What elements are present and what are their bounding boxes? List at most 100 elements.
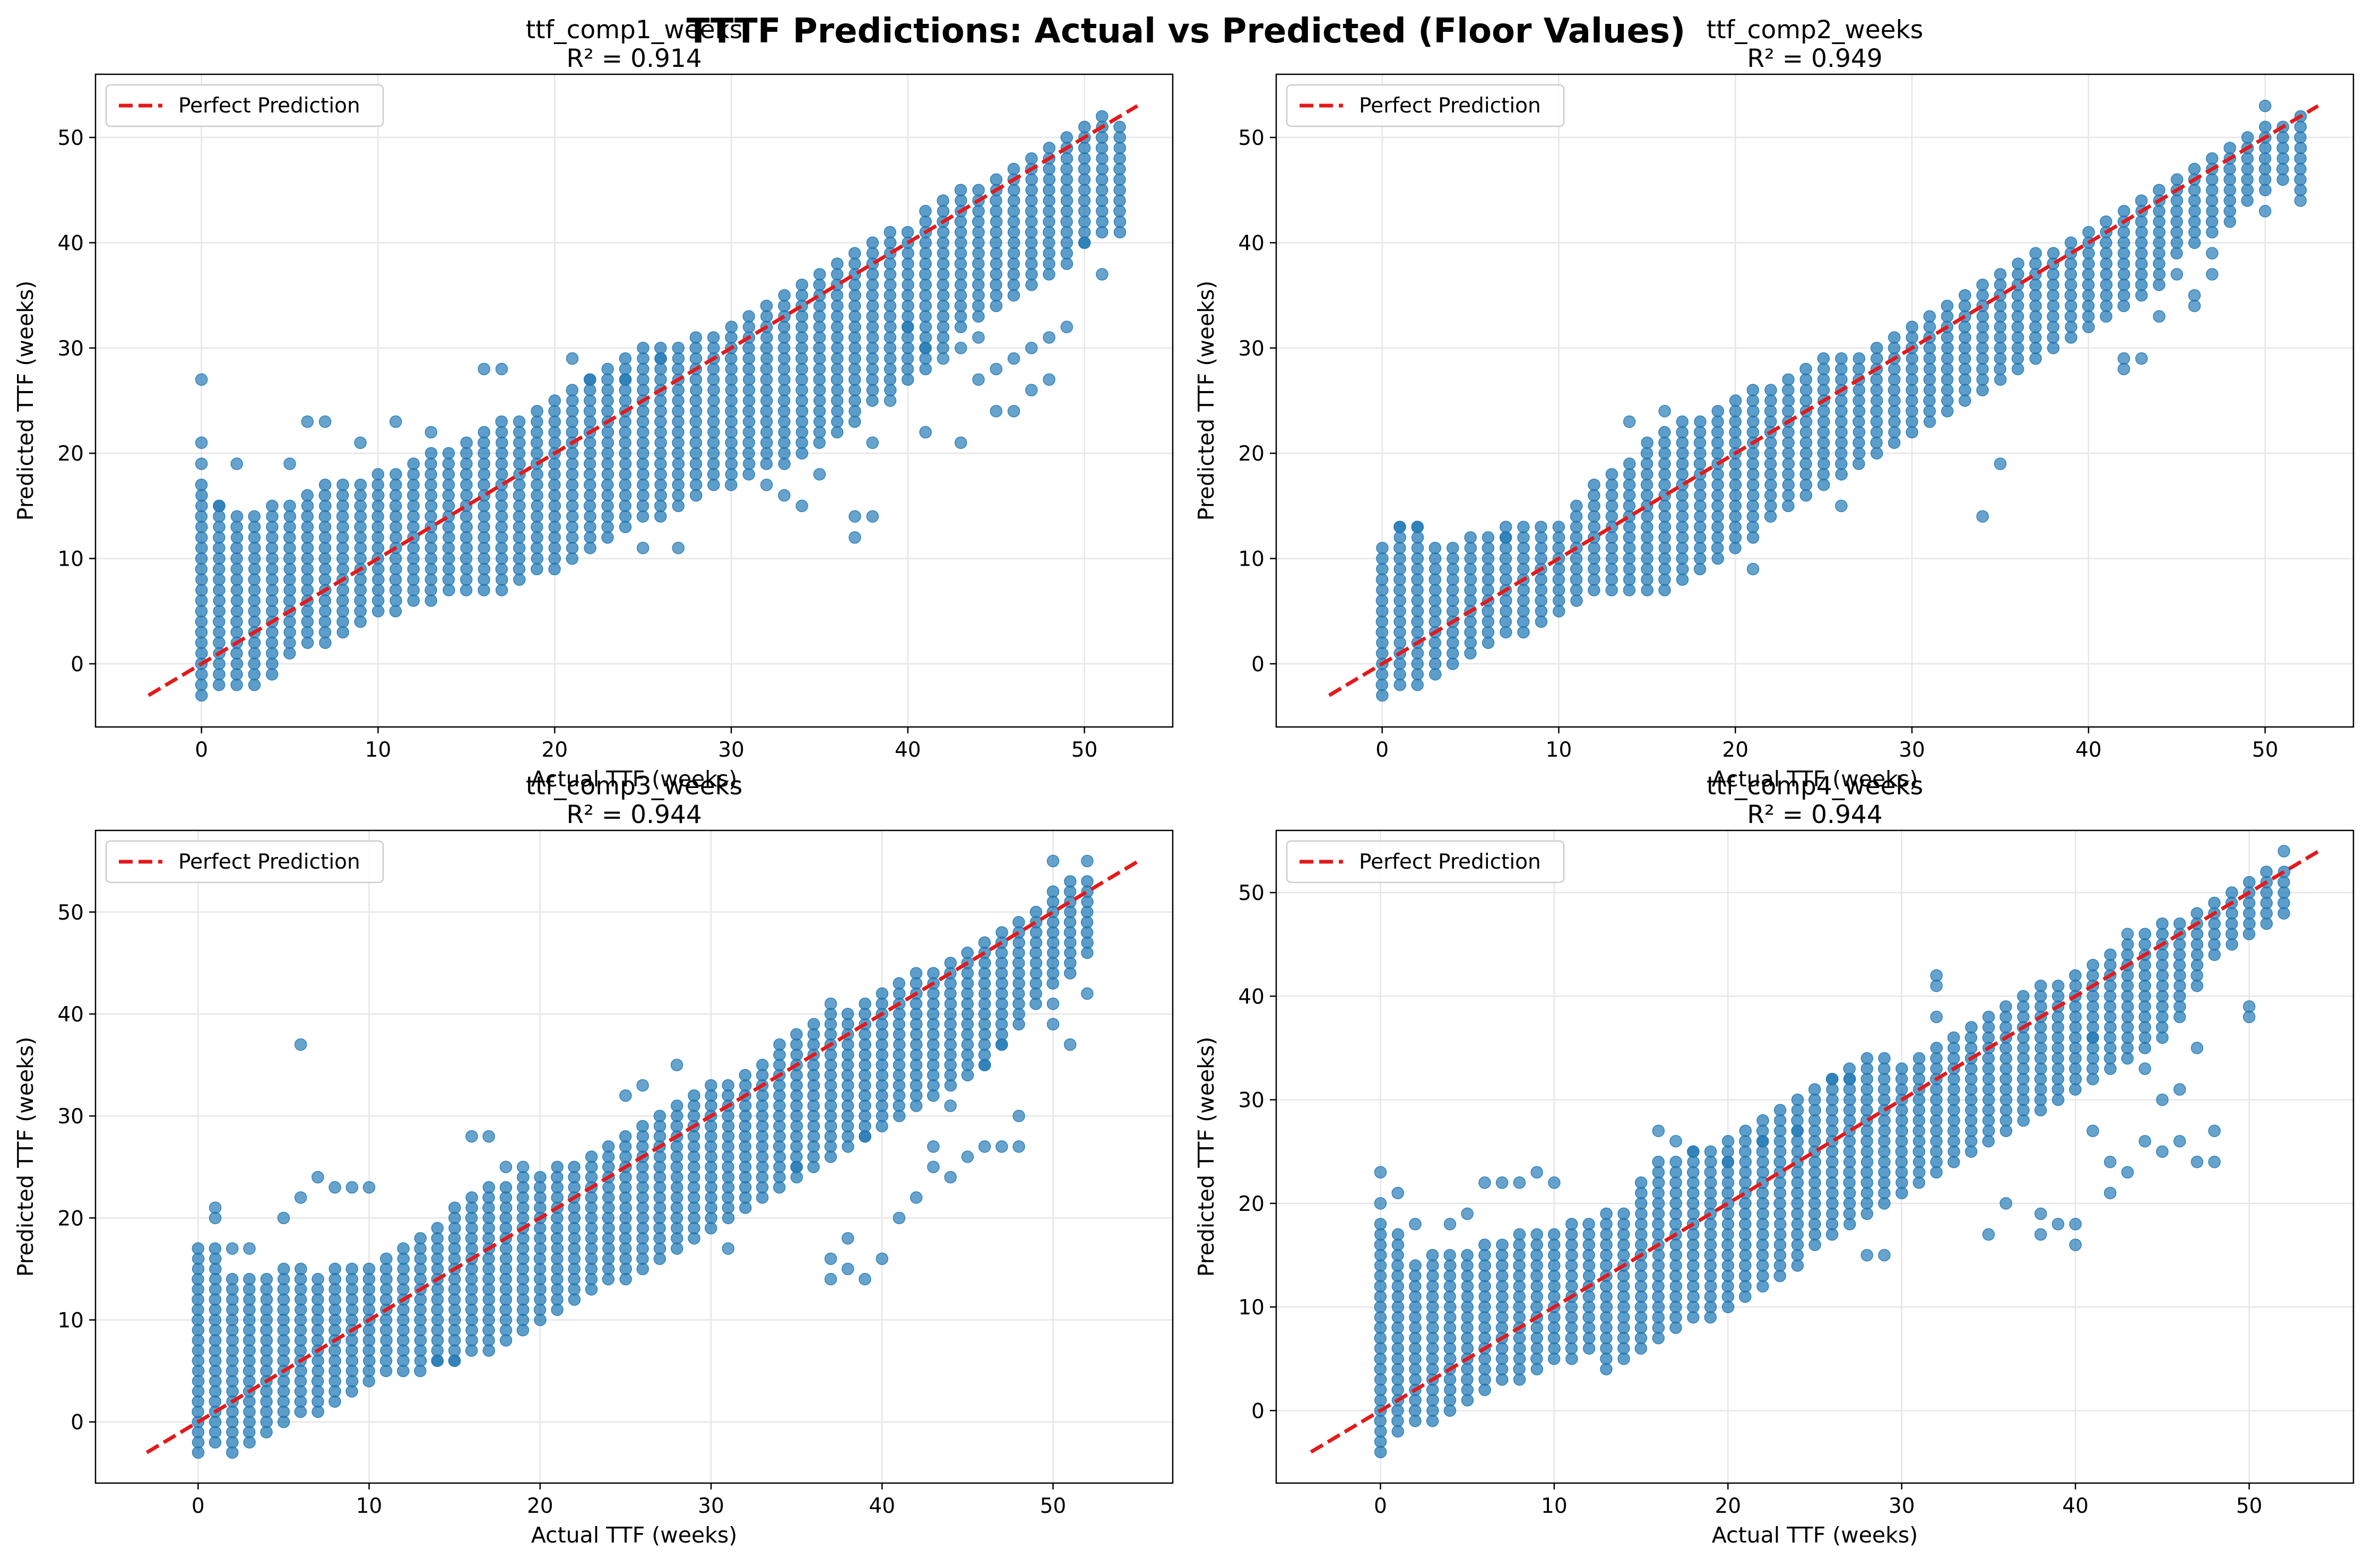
data-point: [1429, 552, 1442, 565]
data-point: [1711, 489, 1724, 502]
data-point: [795, 447, 809, 460]
data-point: [1078, 184, 1091, 196]
y-tick-label: 50: [57, 126, 84, 150]
data-point: [1888, 415, 1901, 428]
data-point: [1652, 1321, 1665, 1334]
data-point: [1623, 541, 1636, 555]
data-point: [2017, 990, 2030, 1003]
data-point: [1409, 1394, 1422, 1407]
data-point: [1446, 605, 1459, 618]
data-point: [1025, 152, 1038, 165]
data-point: [1746, 499, 1759, 513]
data-point: [601, 394, 614, 407]
data-point: [283, 647, 296, 660]
data-point: [389, 573, 402, 586]
data-point: [2139, 1042, 2151, 1054]
data-point: [707, 436, 720, 449]
data-point: [2082, 247, 2095, 260]
data-point: [248, 521, 261, 533]
subplot-title: ttf_comp1_weeks: [526, 15, 743, 45]
data-point: [1391, 1301, 1405, 1313]
data-point: [1782, 447, 1795, 460]
data-point: [1739, 1197, 1752, 1210]
data-point: [1964, 1093, 1978, 1106]
data-point: [431, 1222, 444, 1235]
data-point: [2121, 1021, 2134, 1034]
data-point: [513, 447, 526, 460]
data-point: [1817, 478, 1830, 491]
data-point: [1878, 1093, 1891, 1106]
data-point: [1923, 362, 1936, 376]
data-point: [2069, 1031, 2082, 1044]
data-point: [1704, 1311, 1717, 1324]
data-point: [460, 447, 473, 460]
data-point: [849, 279, 861, 291]
data-point: [1513, 1363, 1526, 1375]
x-tick-label: 10: [1541, 1494, 1568, 1518]
x-tick-label: 40: [895, 738, 921, 762]
data-point: [725, 447, 738, 460]
data-point: [1906, 426, 1918, 439]
data-point: [1409, 1259, 1422, 1272]
data-point: [209, 1211, 222, 1225]
data-point: [672, 426, 685, 439]
data-point: [756, 1059, 769, 1071]
data-point: [2121, 1031, 2134, 1044]
data-point: [1634, 1311, 1648, 1324]
data-point: [1773, 1124, 1787, 1137]
data-point: [1982, 1072, 1995, 1086]
data-point: [1548, 1259, 1561, 1272]
data-point: [318, 573, 332, 586]
data-point: [1652, 1301, 1665, 1313]
data-point: [1782, 394, 1795, 407]
data-point: [371, 521, 384, 533]
data-point: [813, 394, 826, 407]
data-point: [1888, 405, 1901, 418]
data-point: [530, 436, 543, 449]
data-point: [760, 310, 773, 323]
legend-box: [105, 84, 384, 127]
data-point: [1374, 1394, 1387, 1407]
data-point: [1976, 320, 1989, 333]
data-point: [372, 573, 385, 586]
data-point: [425, 447, 438, 460]
data-point: [1641, 562, 1654, 576]
data-point: [990, 257, 1003, 270]
data-point: [1930, 1062, 1943, 1075]
data-point: [1852, 436, 1865, 449]
data-point: [1999, 1042, 2012, 1054]
data-point: [1078, 215, 1091, 228]
data-point: [1826, 1124, 1839, 1137]
data-point: [778, 436, 791, 449]
data-point: [777, 405, 791, 418]
data-point: [1570, 510, 1583, 523]
data-point: [954, 289, 967, 302]
data-point: [336, 626, 349, 639]
data-point: [1582, 1218, 1595, 1231]
data-point: [1025, 268, 1038, 281]
data-point: [1565, 1331, 1578, 1345]
data-point: [1617, 1352, 1630, 1365]
data-point: [425, 584, 437, 596]
data-point: [1923, 342, 1936, 354]
data-point: [354, 541, 367, 555]
data-point: [1669, 1249, 1682, 1262]
data-point: [1906, 394, 1918, 407]
data-point: [1530, 1363, 1544, 1375]
data-point: [1535, 552, 1547, 565]
data-point: [1391, 1352, 1404, 1365]
data-point: [1835, 457, 1848, 470]
data-point: [1375, 647, 1389, 660]
data-point: [1517, 541, 1530, 555]
data-point: [1078, 120, 1091, 133]
data-point: [1782, 489, 1795, 502]
data-point: [1060, 194, 1074, 207]
data-point: [1808, 1186, 1821, 1200]
data-point: [1634, 1269, 1648, 1283]
data-point: [760, 394, 773, 407]
data-point: [1600, 1228, 1613, 1241]
data-point: [2156, 917, 2169, 930]
legend-box: [105, 840, 384, 883]
data-point: [884, 331, 897, 344]
data-point: [1895, 1186, 1908, 1200]
